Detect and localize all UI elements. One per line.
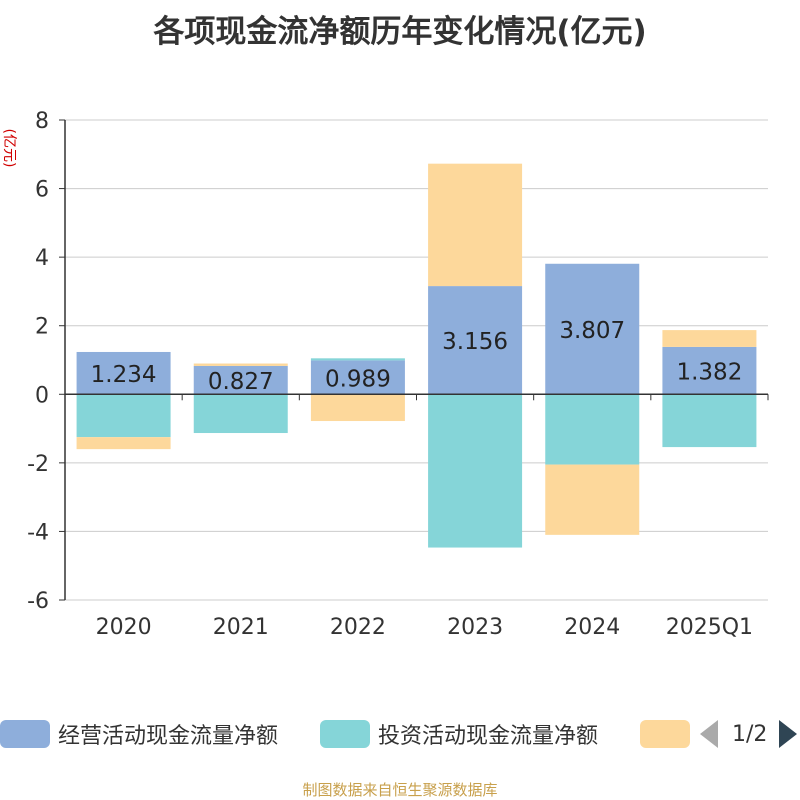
legend-swatch-third xyxy=(640,720,690,748)
x-tick-label-2025Q1: 2025Q1 xyxy=(666,615,753,640)
chart-plot: -6 -4 -2 0 2 4 6 8 2020 2021 2022 2023 2024 2025Q1 1.… xyxy=(27,109,769,640)
data-label-2024: 3.807 xyxy=(559,318,625,344)
y-tick-label: -2 xyxy=(27,452,49,477)
legend-item-third[interactable] xyxy=(640,716,690,752)
y-tick-label: -4 xyxy=(27,520,49,545)
legend-swatch-investing xyxy=(320,720,370,748)
bar-2022-series0 xyxy=(310,360,405,395)
bar-2024-series1 xyxy=(545,394,640,465)
x-tick-label-2020: 2020 xyxy=(96,615,152,640)
y-tick-label: 6 xyxy=(35,178,49,203)
x-tick-label-2024: 2024 xyxy=(564,615,620,640)
legend-item-operating[interactable]: 经营活动现金流量净额 xyxy=(0,716,278,752)
axes: -6 -4 -2 0 2 4 6 8 2020 2021 2022 2023 2024 2025Q1 xyxy=(27,109,769,640)
bar-2021-series2 xyxy=(193,363,288,366)
legend-item-investing[interactable]: 投资活动现金流量净额 xyxy=(320,716,598,752)
legend: 经营活动现金流量净额 投资活动现金流量净额 1/2 xyxy=(0,716,800,752)
x-tick-label-2022: 2022 xyxy=(330,615,386,640)
bar-2020-series2 xyxy=(76,437,171,450)
y-tick-label: 0 xyxy=(35,383,49,408)
bar-2023-series2 xyxy=(428,163,523,287)
bar-2023-series1 xyxy=(428,394,523,548)
data-label-2022: 0.989 xyxy=(325,366,391,392)
data-source-note: 制图数据来自恒生聚源数据库 xyxy=(302,781,498,799)
data-label-2025Q1: 1.382 xyxy=(676,360,742,386)
bar-2020-series1 xyxy=(76,394,171,438)
y-tick-label: 8 xyxy=(35,109,49,134)
y-tick-label: 2 xyxy=(35,315,49,340)
data-label-2023: 3.156 xyxy=(442,329,508,355)
data-labels: 1.234 0.827 0.989 3.156 3.807 1.382 xyxy=(91,318,743,395)
bar-2024-series2 xyxy=(545,464,640,535)
legend-swatch-operating xyxy=(0,720,50,748)
bar-2023-series0 xyxy=(428,286,523,395)
x-tick-label-2023: 2023 xyxy=(447,615,503,640)
bar-2022-series2 xyxy=(310,394,405,422)
y-tick-label: -6 xyxy=(27,589,49,614)
chart-title: 各项现金流净额历年变化情况(亿元) xyxy=(153,14,647,50)
legend-pager: 1/2 xyxy=(700,716,798,752)
legend-page-indicator: 1/2 xyxy=(732,721,768,747)
y-tick-label: 4 xyxy=(35,246,49,271)
legend-label-operating: 经营活动现金流量净额 xyxy=(58,724,279,749)
legend-prev-icon[interactable] xyxy=(700,720,718,748)
bar-2025Q1-series1 xyxy=(662,394,757,448)
bar-2021-series0 xyxy=(193,365,288,395)
data-label-2020: 1.234 xyxy=(91,362,157,388)
bar-2025Q1-series0 xyxy=(662,346,757,395)
x-tick-label-2021: 2021 xyxy=(213,615,269,640)
legend-next-icon[interactable] xyxy=(779,720,798,748)
bar-2021-series1 xyxy=(193,394,288,434)
bar-2022-series1 xyxy=(310,358,405,361)
bar-2024-series0 xyxy=(545,263,640,395)
bar-series xyxy=(76,163,757,548)
bar-2020-series0 xyxy=(76,351,171,395)
data-label-2021: 0.827 xyxy=(208,369,274,395)
legend-label-investing: 投资活动现金流量净额 xyxy=(378,724,599,749)
bar-2025Q1-series2 xyxy=(662,330,757,347)
